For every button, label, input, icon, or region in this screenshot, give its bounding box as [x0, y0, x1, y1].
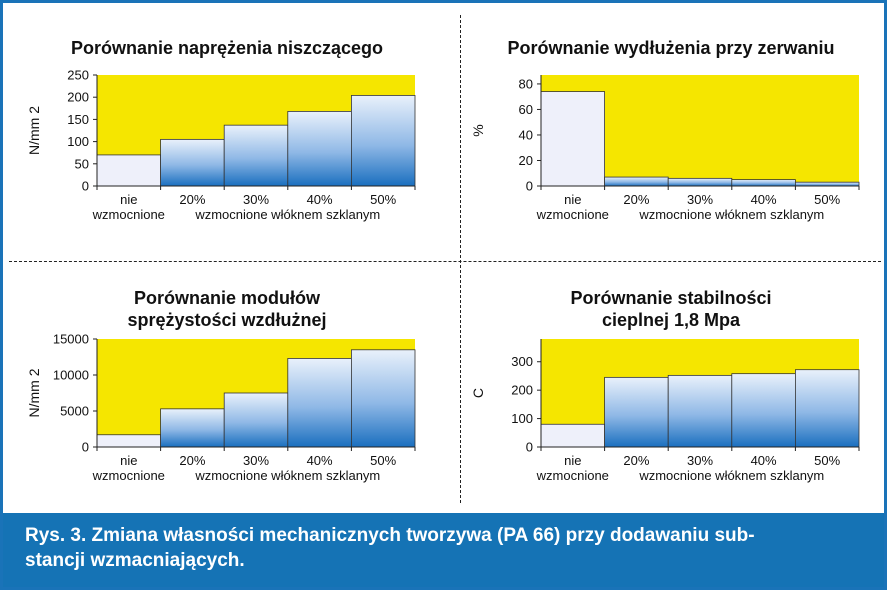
- bar-20pct: [604, 176, 669, 187]
- bar-40pct: [731, 373, 796, 448]
- caption-separator: [3, 508, 884, 513]
- x-tick-label: nie: [120, 192, 137, 207]
- bar-nie: [96, 434, 161, 448]
- y-tick-label: 100: [511, 411, 533, 426]
- x-tick-label: 30%: [687, 453, 713, 468]
- y-tick-label: 40: [519, 127, 533, 142]
- bar-nie: [96, 154, 161, 187]
- y-tick-label: 5000: [60, 404, 89, 419]
- y-tick-label: 200: [511, 383, 533, 398]
- x-sublabel-glass-fibre: wzmocnione włóknem szklanym: [638, 207, 824, 222]
- x-tick-label: nie: [564, 453, 581, 468]
- y-axis-label: %: [470, 124, 486, 136]
- chart-panel-heat-stability: Porównanie stabilności cieplnej 1,8 Mpa …: [461, 263, 881, 513]
- y-tick-label: 150: [67, 112, 89, 127]
- x-tick-label: 50%: [814, 453, 840, 468]
- bar-30pct: [223, 392, 289, 448]
- bar-20pct: [160, 408, 225, 448]
- x-sublabel-unreinforced: wzmocnione: [92, 468, 165, 483]
- chart-title-line-2: cieplnej 1,8 Mpa: [601, 310, 741, 330]
- y-tick-label: 0: [82, 440, 89, 455]
- x-tick-label: nie: [120, 453, 137, 468]
- x-tick-label: 50%: [370, 192, 396, 207]
- x-tick-label: 40%: [307, 192, 333, 207]
- y-tick-label: 200: [67, 90, 89, 105]
- y-tick-label: 50: [75, 156, 89, 171]
- y-tick-label: 0: [82, 179, 89, 194]
- y-tick-label: 60: [519, 102, 533, 117]
- chart-svg: 0 20 40 60 80 nie 20% 30% 40% 50% wzmocnione wzmocn…: [470, 75, 860, 222]
- x-sublabel-glass-fibre: wzmocnione włóknem szklanym: [638, 468, 824, 483]
- x-sublabel-glass-fibre: wzmocnione włóknem szklanym: [194, 468, 380, 483]
- chart-panel-tensile-strength: Porównanie naprężenia niszczącego 0 50 100…: [17, 3, 437, 253]
- bar-40pct: [287, 111, 352, 187]
- x-tick-label: 50%: [370, 453, 396, 468]
- y-tick-label: 20: [519, 153, 533, 168]
- x-tick-label: 30%: [243, 453, 269, 468]
- bar-30pct: [667, 374, 733, 448]
- bar-20pct: [160, 138, 225, 187]
- bar-nie: [540, 91, 605, 187]
- bar-30pct: [667, 177, 733, 187]
- bar-nie: [540, 423, 605, 448]
- bar-40pct: [287, 358, 352, 448]
- y-tick-label: 300: [511, 354, 533, 369]
- x-sublabel-glass-fibre: wzmocnione włóknem szklanym: [194, 207, 380, 222]
- chart-title: Porównanie wydłużenia przy zerwaniu: [507, 38, 835, 58]
- horizontal-divider: [9, 261, 881, 262]
- chart-panel-modulus: Porównanie modułów sprężystości wzdłużne…: [17, 263, 437, 513]
- x-tick-label: 30%: [243, 192, 269, 207]
- x-tick-label: 20%: [623, 192, 649, 207]
- y-tick-label: 15000: [53, 332, 89, 347]
- bar-50pct: [794, 369, 860, 448]
- bar-50pct: [350, 95, 416, 187]
- y-tick-label: 100: [67, 134, 89, 149]
- y-axis-label: N/mm 2: [26, 106, 42, 155]
- x-sublabel-unreinforced: wzmocnione: [536, 468, 609, 483]
- bar-50pct: [350, 349, 416, 448]
- bar-20pct: [604, 376, 669, 448]
- y-tick-label: 0: [526, 179, 533, 194]
- x-sublabel-unreinforced: wzmocnione: [536, 207, 609, 222]
- bar-40pct: [731, 179, 796, 187]
- chart-title-line-1: Porównanie stabilności: [570, 288, 772, 308]
- y-axis-label: N/mm 2: [26, 368, 42, 417]
- x-tick-label: nie: [564, 192, 581, 207]
- caption-line-2: stancji wzmacniających.: [25, 550, 245, 571]
- x-sublabel-unreinforced: wzmocnione: [92, 207, 165, 222]
- bar-50pct: [794, 181, 860, 187]
- bar-30pct: [223, 124, 289, 187]
- vertical-divider: [460, 15, 461, 503]
- y-tick-label: 10000: [53, 368, 89, 383]
- y-tick-label: 80: [519, 76, 533, 91]
- x-tick-label: 50%: [814, 192, 840, 207]
- x-tick-label: 40%: [751, 192, 777, 207]
- y-tick-label: 0: [526, 440, 533, 455]
- y-axis-label: C: [470, 388, 486, 398]
- x-tick-label: 20%: [179, 192, 205, 207]
- x-tick-label: 40%: [751, 453, 777, 468]
- caption-line-1: Rys. 3. Zmiana własności mechanicznych t…: [25, 525, 755, 546]
- x-tick-label: 30%: [687, 192, 713, 207]
- chart-title: Porównanie naprężenia niszczącego: [70, 38, 384, 58]
- x-tick-label: 20%: [623, 453, 649, 468]
- chart-panel-elongation: Porównanie wydłużenia przy zerwaniu 0 20 4…: [461, 3, 881, 253]
- chart-svg: 0 100 200 300 nie 20% 30% 40% 50% wzmocnione wzmoc…: [470, 339, 860, 483]
- chart-title-line-1: Porównanie modułów: [133, 288, 320, 308]
- figure-caption: Rys. 3. Zmiana własności mechanicznych t…: [3, 513, 884, 587]
- x-tick-label: 40%: [307, 453, 333, 468]
- x-tick-label: 20%: [179, 453, 205, 468]
- chart-title-line-2: sprężystości wzdłużnej: [127, 310, 327, 330]
- y-tick-label: 250: [67, 68, 89, 83]
